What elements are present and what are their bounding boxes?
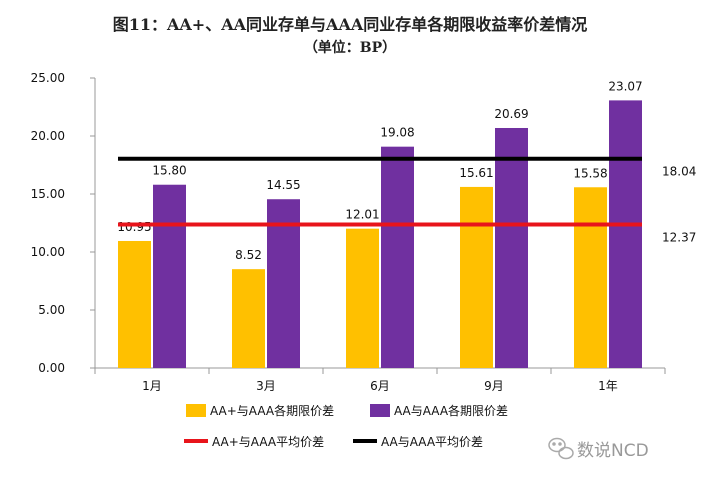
data-label: 8.52 bbox=[235, 248, 262, 262]
chart-subtitle: （单位：BP） bbox=[304, 39, 396, 56]
bar-aaplus bbox=[232, 269, 265, 368]
y-tick-label: 0.00 bbox=[38, 361, 65, 375]
legend-item-aa-spread: AA与AAA各期限价差 bbox=[370, 403, 508, 418]
legend-swatch bbox=[370, 404, 390, 417]
bar-aa bbox=[267, 199, 300, 368]
data-label: 12.01 bbox=[345, 208, 379, 222]
bar-aa bbox=[495, 127, 528, 368]
bar-aaplus bbox=[460, 186, 493, 368]
y-tick-label: 20.00 bbox=[31, 129, 65, 143]
x-tick-label: 9月 bbox=[484, 379, 504, 393]
x-tick-label: 3月 bbox=[256, 379, 276, 393]
bar-aaplus bbox=[346, 228, 379, 368]
legend-item-aaplus-avg: AA+与AAA平均价差 bbox=[184, 435, 324, 449]
chart-title: 图11：AA+、AA同业存单与AAA同业存单各期限收益率价差情况 bbox=[113, 15, 588, 34]
wechat-icon bbox=[548, 437, 574, 460]
bar-aa bbox=[153, 184, 186, 368]
legend-swatch bbox=[186, 404, 206, 417]
data-label: 15.61 bbox=[459, 166, 493, 180]
bar-aaplus bbox=[118, 240, 151, 368]
bar-aaplus bbox=[574, 187, 607, 368]
x-tick-label: 1月 bbox=[142, 379, 162, 393]
avg-line-label: 12.37 bbox=[662, 231, 696, 245]
legend-item-aaplus-spread: AA+与AAA各期限价差 bbox=[186, 403, 334, 418]
y-tick-label: 5.00 bbox=[38, 303, 65, 317]
legend-label: AA+与AAA平均价差 bbox=[212, 435, 324, 449]
x-tick-label: 6月 bbox=[370, 379, 390, 393]
bar-aa bbox=[609, 100, 642, 368]
data-label: 15.80 bbox=[152, 164, 186, 178]
legend: AA+与AAA各期限价差 AA与AAA各期限价差 AA+与AAA平均价差 AA与AAA… bbox=[184, 403, 508, 449]
bar-aa bbox=[381, 146, 414, 368]
y-tick-label: 15.00 bbox=[31, 187, 65, 201]
data-label: 23.07 bbox=[608, 79, 642, 93]
legend-label: AA与AAA平均价差 bbox=[381, 435, 483, 449]
watermark-text: 数说NCD bbox=[577, 441, 649, 461]
data-label: 19.08 bbox=[380, 126, 414, 140]
legend-item-aa-avg: AA与AAA平均价差 bbox=[353, 435, 483, 449]
data-label: 20.69 bbox=[494, 107, 528, 121]
y-tick-label: 10.00 bbox=[31, 245, 65, 259]
plot-area: 0.00 5.00 10.00 15.00 20.00 25.00 1月 10.95 15.80… bbox=[31, 71, 697, 393]
y-tick-label: 25.00 bbox=[31, 71, 65, 85]
data-label: 15.58 bbox=[573, 166, 607, 180]
x-tick-label: 1年 bbox=[598, 379, 618, 393]
watermark: 数说NCD bbox=[548, 437, 649, 461]
data-label: 10.95 bbox=[117, 220, 151, 234]
legend-label: AA与AAA各期限价差 bbox=[394, 403, 508, 418]
legend-label: AA+与AAA各期限价差 bbox=[210, 403, 334, 418]
avg-line-label: 18.04 bbox=[662, 165, 696, 179]
data-label: 14.55 bbox=[266, 178, 300, 192]
